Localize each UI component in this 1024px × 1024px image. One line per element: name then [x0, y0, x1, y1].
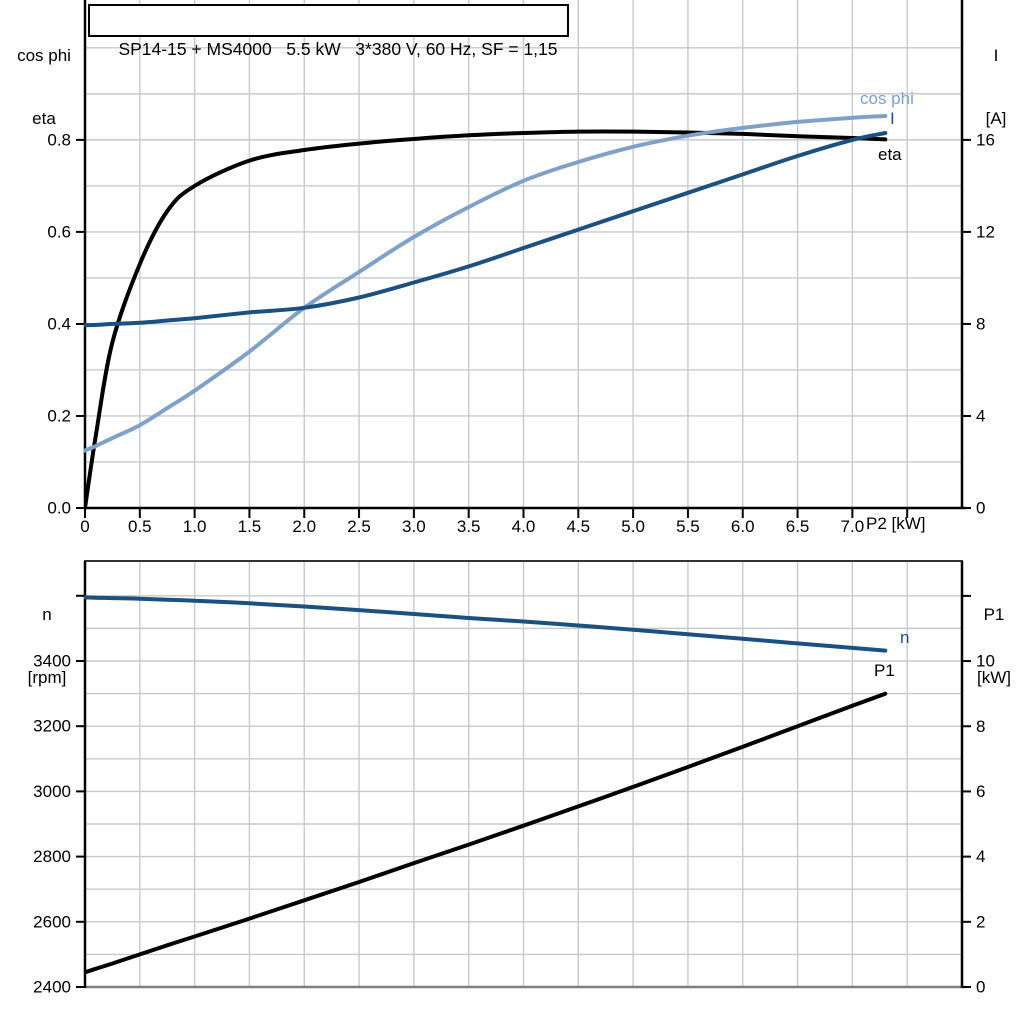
right-tick-label: 4 [976, 406, 985, 425]
left-tick-label: 2600 [33, 912, 71, 931]
left-tick-label: 3400 [33, 651, 71, 670]
cos-phi-axis-label-line: cos phi [17, 46, 71, 65]
input-power-axis-label-line: P1 [983, 605, 1005, 624]
x-tick-label: 3.0 [402, 517, 426, 536]
x-tick-label: 3.5 [457, 517, 481, 536]
x-tick-label: 5.0 [621, 517, 645, 536]
top-right-axis-label: I [A] [972, 3, 1020, 171]
top-left-axis-label: cos phi eta [4, 3, 84, 171]
left-tick-label: 3000 [33, 782, 71, 801]
left-tick-label: 0.4 [47, 314, 71, 333]
x-axis-title: P2 [kW] [866, 514, 926, 533]
speed-unit-label-line: [rpm] [27, 668, 67, 687]
right-tick-label: 8 [976, 717, 985, 736]
left-tick-label: 0.8 [47, 130, 71, 149]
x-tick-label: 7.0 [841, 517, 865, 536]
x-tick-label: 1.0 [183, 517, 207, 536]
right-tick-label: 0 [976, 978, 985, 997]
chart-title-box: SP14-15 + MS4000 5.5 kW 3*380 V, 60 Hz, … [88, 4, 569, 59]
left-tick-label: 2400 [33, 978, 71, 997]
left-tick-label: 0.0 [47, 499, 71, 518]
left-tick-label: 3200 [33, 717, 71, 736]
bottom-right-axis-label: P1 [kW] [966, 562, 1022, 730]
x-tick-label: 6.0 [731, 517, 755, 536]
x-tick-label: 5.5 [676, 517, 700, 536]
input-power-curve-label: P1 [874, 661, 895, 680]
x-tick-label: 2.0 [292, 517, 316, 536]
right-tick-label: 4 [976, 847, 985, 866]
left-tick-label: 2800 [33, 847, 71, 866]
right-tick-label: 0 [976, 499, 985, 518]
cos-phi-curve [84, 114, 888, 453]
current-curve-label: I [890, 109, 895, 128]
left-tick-label: 0.6 [47, 222, 71, 241]
eta-curve [84, 129, 888, 509]
x-tick-label: 1.5 [238, 517, 262, 536]
current-axis-label-line: I [993, 46, 999, 65]
x-tick-label: 2.5 [347, 517, 371, 536]
x-tick-label: 0.5 [128, 517, 152, 536]
bottom-left-axis-label: n [rpm] [14, 562, 80, 730]
eta-axis-label-line: eta [32, 109, 56, 128]
left-tick-label: 0.2 [47, 406, 71, 425]
right-tick-label: 8 [976, 314, 985, 333]
chart-title: SP14-15 + MS4000 5.5 kW 3*380 V, 60 Hz, … [118, 39, 558, 59]
x-tick-label: 4.5 [566, 517, 590, 536]
cos-phi-curve-label: cos phi [860, 89, 914, 108]
eta-curve-label: eta [878, 145, 902, 164]
x-tick-label: 4.0 [512, 517, 536, 536]
right-tick-label: 10 [976, 652, 995, 671]
current-curve [84, 131, 888, 328]
right-tick-label: 12 [976, 222, 995, 241]
speed-curve [84, 595, 888, 653]
speed-axis-label-line: n [42, 605, 52, 624]
input-power-unit-label-line: [kW] [977, 668, 1011, 687]
right-tick-label: 2 [976, 912, 985, 931]
right-tick-label: 16 [976, 130, 995, 149]
speed-curve-label: n [900, 628, 910, 647]
current-unit-label-line: [A] [985, 109, 1007, 128]
input-power-curve [84, 691, 888, 975]
x-tick-label: 6.5 [786, 517, 810, 536]
x-tick-label: 0 [80, 517, 89, 536]
right-tick-label: 6 [976, 782, 985, 801]
